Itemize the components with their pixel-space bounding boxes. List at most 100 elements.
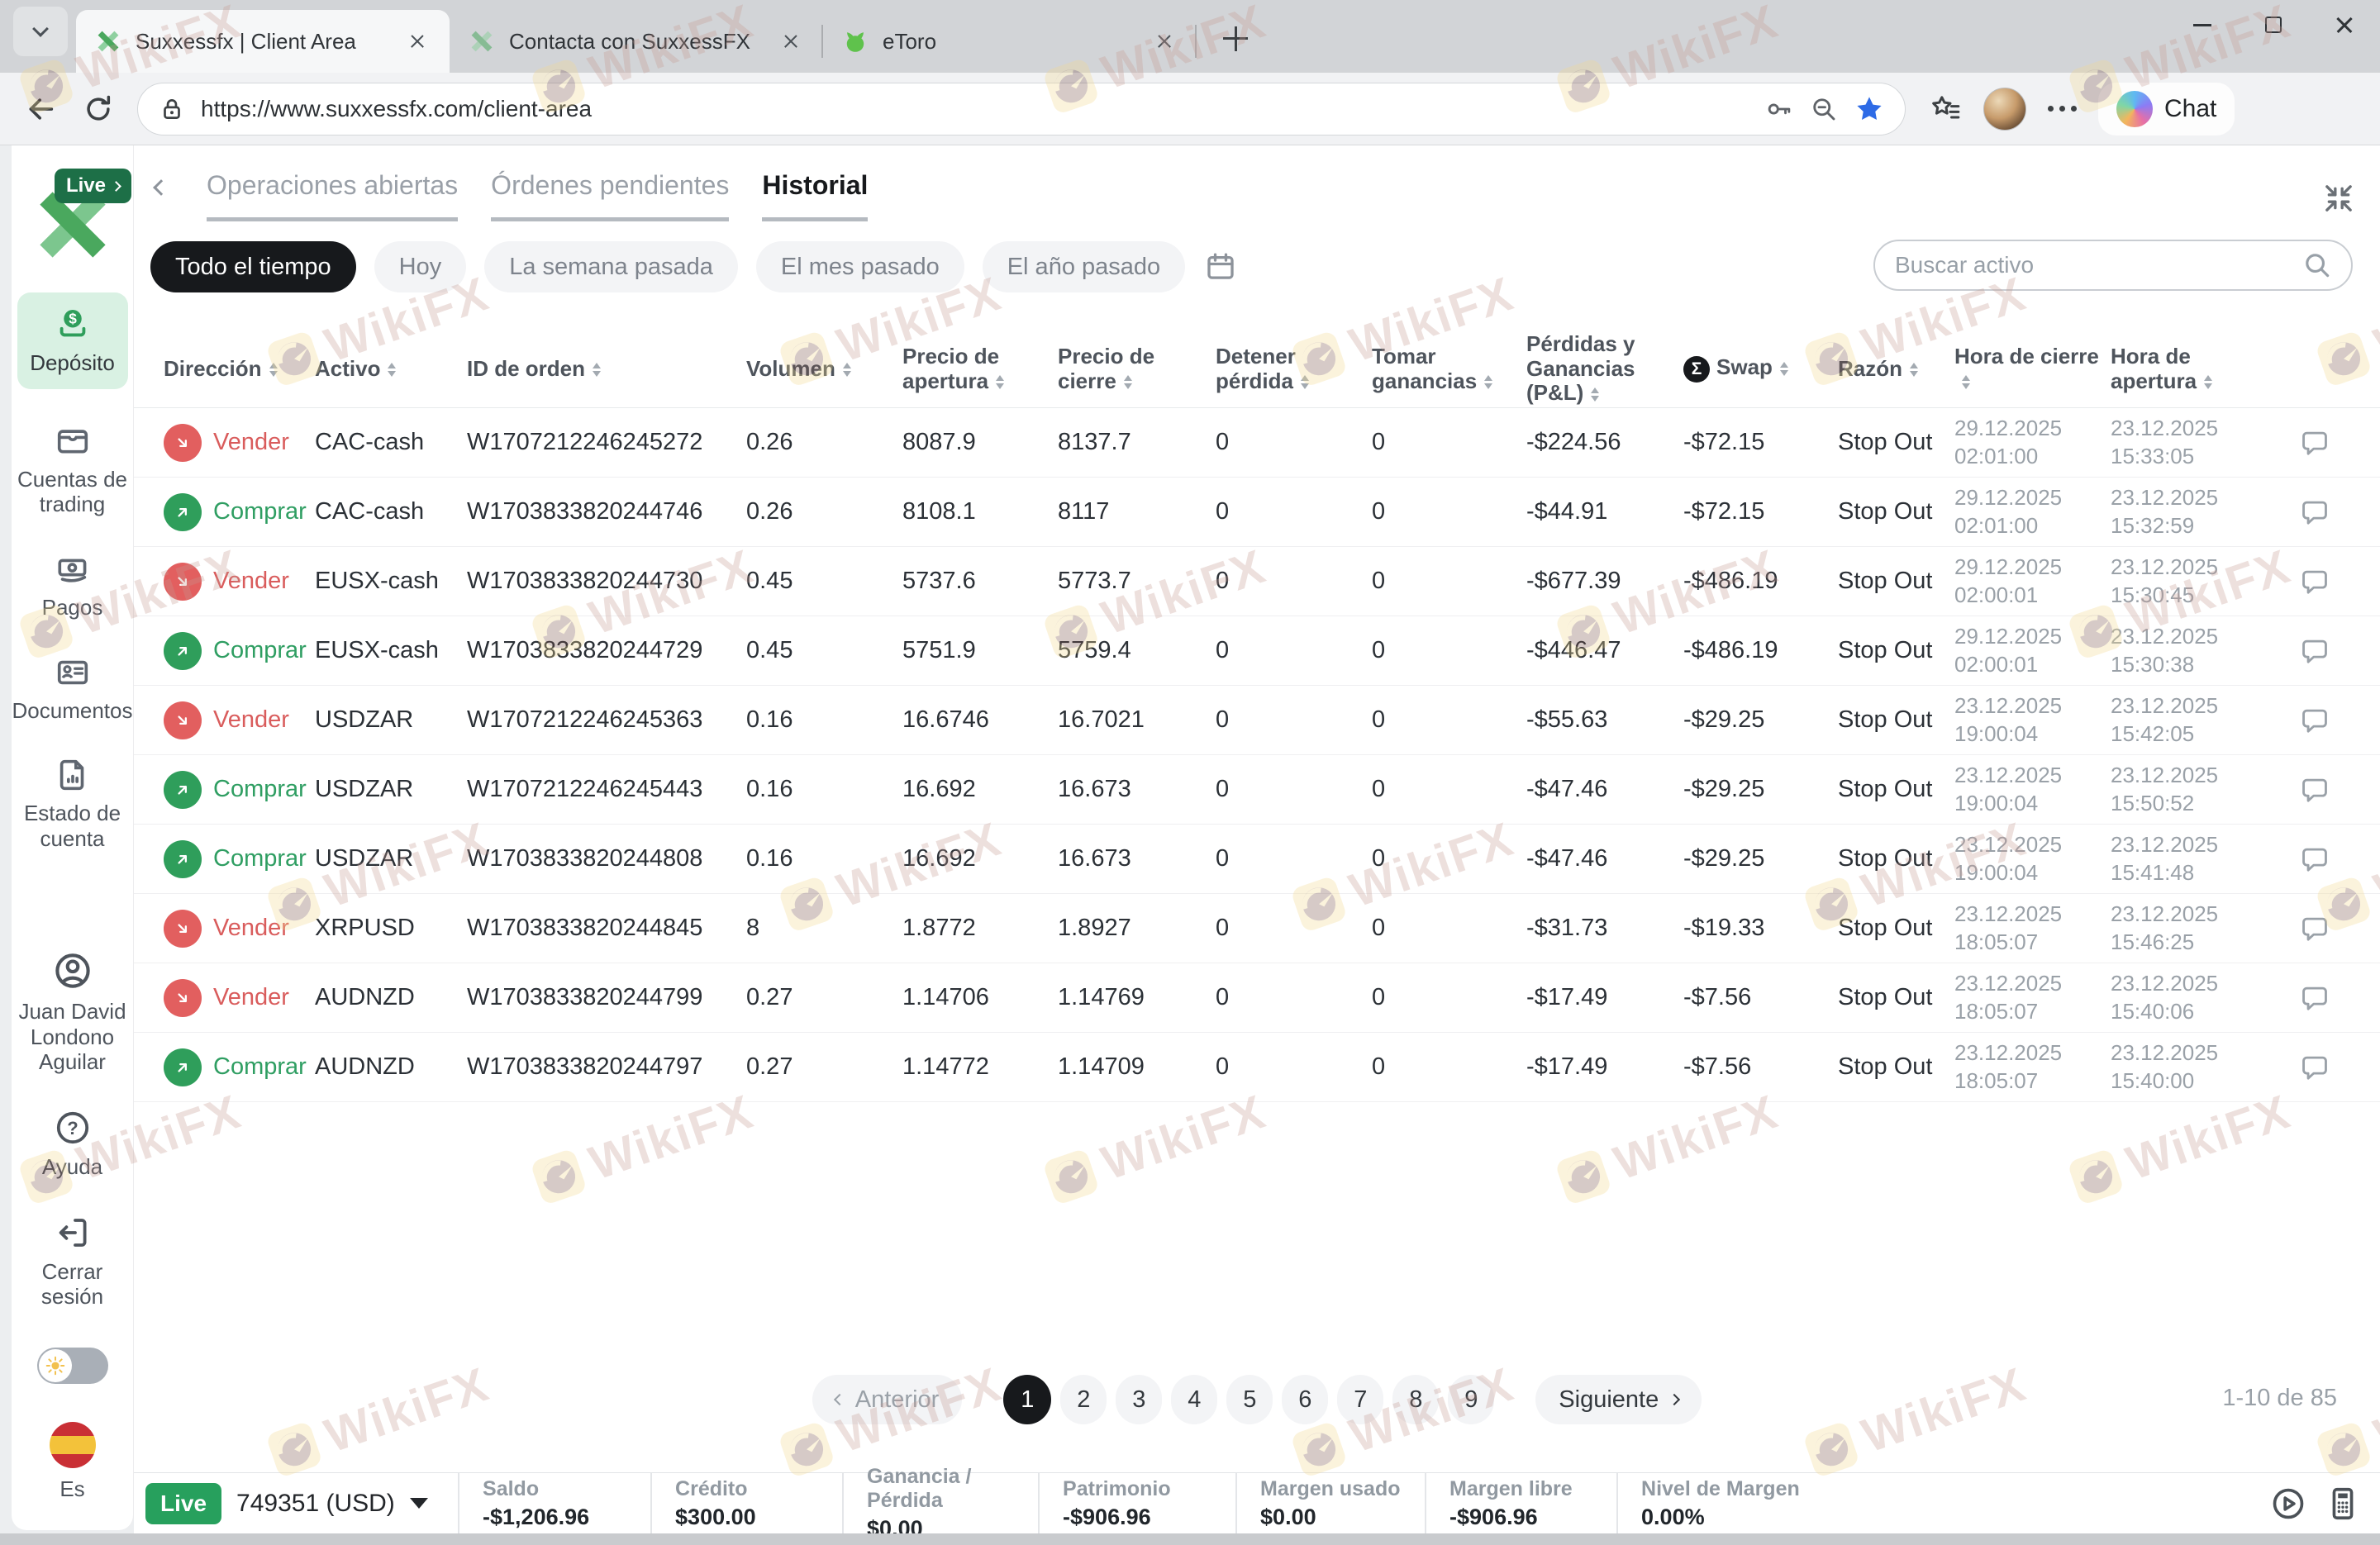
refresh-button[interactable] bbox=[73, 83, 124, 135]
col-activo[interactable]: Activo bbox=[315, 356, 467, 382]
sidebar-item-estado-cuenta[interactable]: Estado de cuenta bbox=[17, 756, 128, 851]
direction-cell: Vender bbox=[164, 423, 315, 462]
browser-tab-client-area[interactable]: Suxxessfx | Client Area bbox=[76, 10, 450, 73]
calculator-icon[interactable] bbox=[2324, 1485, 2362, 1523]
page-button-2[interactable]: 2 bbox=[1060, 1375, 1107, 1424]
previous-page-button[interactable]: Anterior bbox=[812, 1375, 963, 1424]
new-tab-button[interactable] bbox=[1216, 20, 1254, 58]
close-tab-icon[interactable] bbox=[403, 27, 431, 55]
account-selector[interactable]: 749351 (USD) bbox=[221, 1490, 458, 1518]
filter-todo-el-tiempo[interactable]: Todo el tiempo bbox=[150, 241, 356, 292]
calendar-icon[interactable] bbox=[1203, 250, 1238, 284]
col-precio-apertura[interactable]: Precio de apertura bbox=[902, 344, 1058, 393]
play-circle-icon[interactable] bbox=[2269, 1485, 2307, 1523]
suxxessfx-logo-icon bbox=[39, 192, 106, 258]
comment-bubble-icon[interactable] bbox=[2299, 497, 2330, 528]
table-row[interactable]: Comprar USDZAR W1707212246245443 0.16 16… bbox=[134, 755, 2380, 825]
url-text[interactable]: https://www.suxxessfx.com/client-area bbox=[201, 95, 593, 121]
page-button-3[interactable]: 3 bbox=[1116, 1375, 1163, 1424]
stop-loss-cell: 0 bbox=[1216, 1053, 1230, 1080]
comment-bubble-icon[interactable] bbox=[2299, 982, 2330, 1014]
sidebar-item-cuentas-trading[interactable]: Cuentas de trading bbox=[17, 422, 128, 517]
language-label[interactable]: Es bbox=[60, 1476, 85, 1501]
sidebar-item-deposito[interactable]: $ Depósito bbox=[17, 292, 128, 389]
tab-operaciones-abiertas[interactable]: Operaciones abiertas bbox=[207, 170, 459, 221]
browser-menu-icon[interactable] bbox=[2048, 106, 2077, 112]
back-chevron-icon[interactable] bbox=[153, 179, 169, 197]
sidebar-item-documentos[interactable]: Documentos bbox=[12, 654, 132, 724]
filter-ano-pasado[interactable]: El año pasado bbox=[982, 241, 1186, 292]
col-direccion[interactable]: Dirección bbox=[164, 356, 315, 382]
zoom-out-icon[interactable] bbox=[1809, 94, 1839, 124]
col-tomar-ganancias[interactable]: Tomar ganancias bbox=[1372, 344, 1526, 393]
sidebar-user[interactable]: Juan David Londono Aguilar bbox=[17, 949, 128, 1075]
sidebar-item-pagos[interactable]: Pagos bbox=[17, 550, 128, 620]
col-hora-cierre[interactable]: Hora de cierre bbox=[1954, 344, 2111, 393]
comment-bubble-icon[interactable] bbox=[2299, 427, 2330, 459]
favorites-list-icon[interactable] bbox=[1929, 93, 1962, 126]
col-precio-cierre[interactable]: Precio de cierre bbox=[1058, 343, 1155, 393]
col-pnl[interactable]: Pérdidas y Ganancias (P&L) bbox=[1526, 331, 1635, 406]
collapse-icon[interactable] bbox=[2322, 182, 2355, 215]
live-account-badge[interactable]: Live bbox=[54, 169, 131, 203]
table-row[interactable]: Comprar USDZAR W1703833820244808 0.16 16… bbox=[134, 825, 2380, 894]
sidebar-item-cerrar-sesion[interactable]: Cerrar sesión bbox=[17, 1213, 128, 1310]
comment-bubble-icon[interactable] bbox=[2299, 844, 2330, 875]
filter-semana-pasada[interactable]: La semana pasada bbox=[484, 241, 738, 292]
comment-bubble-icon[interactable] bbox=[2299, 1052, 2330, 1083]
page-button-7[interactable]: 7 bbox=[1337, 1375, 1384, 1424]
browser-tab-etoro[interactable]: eToro bbox=[823, 10, 1197, 73]
page-button-4[interactable]: 4 bbox=[1171, 1375, 1218, 1424]
close-time-cell: 29.12.2025 02:00:01 bbox=[1954, 554, 2063, 607]
table-row[interactable]: Vender USDZAR W1707212246245363 0.16 16.… bbox=[134, 686, 2380, 755]
table-row[interactable]: Vender AUDNZD W1703833820244799 0.27 1.1… bbox=[134, 963, 2380, 1033]
copilot-chat-button[interactable]: Chat bbox=[2098, 82, 2235, 135]
page-button-6[interactable]: 6 bbox=[1282, 1375, 1329, 1424]
theme-toggle[interactable] bbox=[36, 1348, 108, 1384]
table-row[interactable]: Vender XRPUSD W1703833820244845 8 1.8772… bbox=[134, 894, 2380, 963]
table-row[interactable]: Vender EUSX-cash W1703833820244730 0.45 … bbox=[134, 547, 2380, 616]
filter-mes-pasado[interactable]: El mes pasado bbox=[755, 241, 964, 292]
page-button-8[interactable]: 8 bbox=[1392, 1375, 1440, 1424]
close-tab-icon[interactable] bbox=[1150, 27, 1178, 55]
search-icon[interactable] bbox=[2301, 250, 2333, 281]
sidebar-item-ayuda[interactable]: ? Ayuda bbox=[17, 1108, 128, 1180]
spain-flag-icon[interactable] bbox=[49, 1422, 96, 1468]
password-key-icon[interactable] bbox=[1764, 94, 1794, 124]
comment-bubble-icon[interactable] bbox=[2299, 705, 2330, 736]
table-row[interactable]: Comprar AUDNZD W1703833820244797 0.27 1.… bbox=[134, 1033, 2380, 1102]
minimize-button[interactable] bbox=[2167, 0, 2238, 50]
tab-ordenes-pendientes[interactable]: Órdenes pendientes bbox=[491, 170, 730, 221]
comment-bubble-icon[interactable] bbox=[2299, 913, 2330, 944]
search-input[interactable] bbox=[1893, 251, 2301, 279]
filter-hoy[interactable]: Hoy bbox=[374, 241, 467, 292]
comment-bubble-icon[interactable] bbox=[2299, 566, 2330, 597]
col-razon[interactable]: Razón bbox=[1838, 356, 1954, 382]
table-row[interactable]: Vender CAC-cash W1707212246245272 0.26 8… bbox=[134, 408, 2380, 478]
comment-bubble-icon[interactable] bbox=[2299, 774, 2330, 806]
table-row[interactable]: Comprar EUSX-cash W1703833820244729 0.45… bbox=[134, 616, 2380, 686]
next-page-button[interactable]: Siguiente bbox=[1535, 1375, 1702, 1424]
maximize-button[interactable] bbox=[2238, 0, 2309, 50]
page-button-5[interactable]: 5 bbox=[1226, 1375, 1273, 1424]
close-window-button[interactable] bbox=[2309, 0, 2380, 50]
tab-historial[interactable]: Historial bbox=[762, 170, 869, 221]
profile-avatar[interactable] bbox=[1983, 87, 2026, 131]
col-detener-perdida[interactable]: Detener pérdida bbox=[1216, 344, 1372, 393]
page-button-9[interactable]: 9 bbox=[1448, 1375, 1495, 1424]
url-bar[interactable]: https://www.suxxessfx.com/client-area bbox=[137, 82, 1906, 135]
asset-search[interactable] bbox=[1873, 240, 2353, 291]
browser-tab-contacta[interactable]: Contacta con SuxxessFX bbox=[450, 10, 823, 73]
table-row[interactable]: Comprar CAC-cash W1703833820244746 0.26 … bbox=[134, 478, 2380, 547]
back-button[interactable] bbox=[15, 83, 66, 135]
col-volumen[interactable]: Volumen bbox=[746, 356, 902, 382]
col-hora-apertura[interactable]: Hora de apertura bbox=[2111, 344, 2282, 393]
close-tab-icon[interactable] bbox=[777, 27, 805, 55]
page-button-1[interactable]: 1 bbox=[1003, 1375, 1052, 1424]
col-id-orden[interactable]: ID de orden bbox=[467, 356, 746, 382]
col-swap[interactable]: Σ Swap bbox=[1683, 355, 1838, 383]
comment-bubble-icon[interactable] bbox=[2299, 635, 2330, 667]
asset-cell: AUDNZD bbox=[315, 984, 415, 1010]
bookmark-star-icon[interactable] bbox=[1854, 93, 1885, 125]
tab-search-button[interactable] bbox=[13, 7, 68, 56]
